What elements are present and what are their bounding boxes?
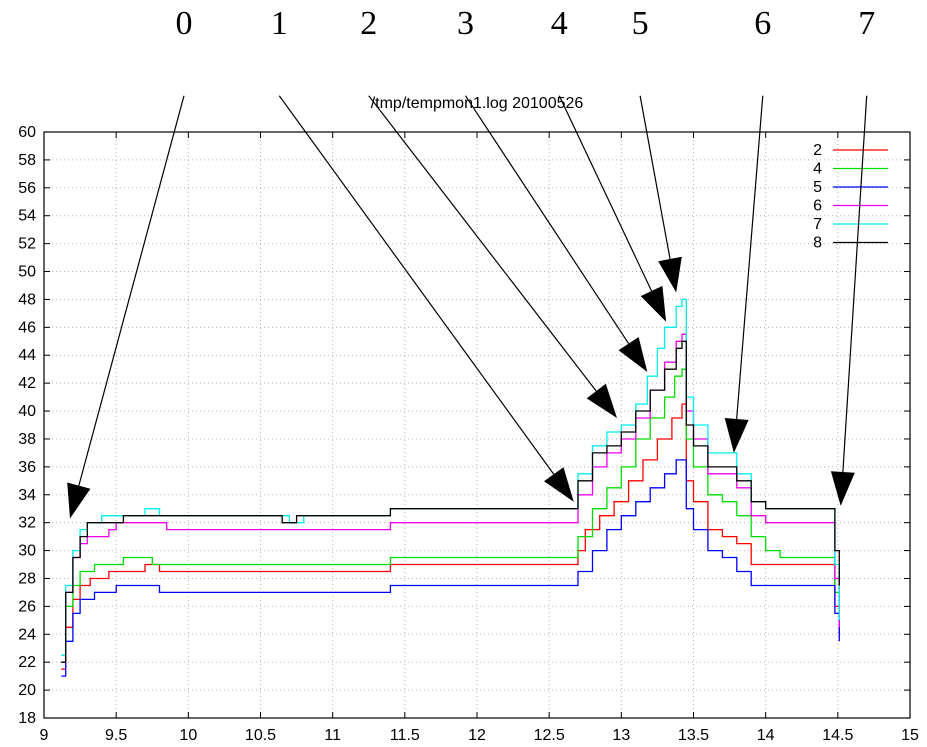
- arrow-shaft-0: [78, 95, 185, 486]
- arrow-shaft-3: [464, 95, 630, 344]
- y-tick-label: 58: [18, 152, 36, 169]
- chart-title: /tmp/tempmon1.log 20100526: [371, 95, 584, 112]
- legend-label-5: 5: [813, 179, 822, 196]
- arrow-head-3: [618, 337, 648, 372]
- legend-label-6: 6: [813, 198, 822, 215]
- arrow-shaft-2: [368, 95, 597, 392]
- x-tick-label: 10.5: [245, 727, 276, 744]
- arrow-head-1: [544, 467, 574, 502]
- x-tick-label: 14: [757, 727, 775, 744]
- legend-label-4: 4: [813, 161, 822, 178]
- arrow-head-4: [640, 285, 667, 322]
- x-tick-label: 11.5: [390, 727, 420, 744]
- arrow-shaft-6: [736, 95, 764, 420]
- y-tick-label: 40: [18, 403, 36, 420]
- y-tick-label: 32: [18, 515, 36, 532]
- x-tick-label: 12.5: [534, 727, 565, 744]
- arrow-head-6: [724, 418, 749, 453]
- x-tick-label: 10: [179, 727, 197, 744]
- y-tick-label: 42: [18, 375, 36, 392]
- series-lines: [61, 298, 840, 677]
- y-tick-label: 28: [18, 570, 36, 587]
- y-tick-label: 52: [18, 236, 36, 253]
- y-tick-label: 20: [18, 682, 36, 699]
- plot-frame: [43, 131, 911, 719]
- arrow-label-0: 0: [176, 5, 193, 42]
- series-line-7: [61, 298, 840, 656]
- arrow-label-6: 6: [754, 5, 771, 42]
- arrow-shaft-1: [278, 95, 555, 475]
- arrow-head-0: [67, 482, 91, 519]
- y-tick-label: 46: [18, 319, 36, 336]
- y-axis-ticks: 1820222426283032343638404244464850525456…: [18, 124, 910, 727]
- arrow-shaft-4: [558, 95, 653, 292]
- legend-label-7: 7: [813, 216, 822, 233]
- y-tick-label: 18: [18, 710, 36, 727]
- arrow-label-5: 5: [632, 5, 649, 42]
- x-tick-label: 14.5: [822, 727, 853, 744]
- y-tick-label: 54: [18, 208, 36, 225]
- series-line-2: [61, 403, 840, 670]
- series-line-5: [61, 459, 840, 677]
- x-tick-label: 13: [612, 727, 630, 744]
- arrow-label-2: 2: [360, 5, 377, 42]
- y-tick-label: 22: [18, 654, 36, 671]
- arrow-label-4: 4: [551, 5, 568, 42]
- y-tick-label: 30: [18, 543, 36, 560]
- series-line-4: [61, 368, 840, 656]
- x-axis-ticks: 9 9.5 10 10.5 11 11.5 12 12.5 13 13.5 14 14.5 15: [40, 132, 919, 744]
- x-tick-label: 12: [468, 727, 486, 744]
- arrow-shaft-7: [842, 95, 868, 473]
- arrow-label-7: 7: [858, 5, 875, 42]
- y-tick-label: 60: [18, 124, 36, 141]
- x-tick-label: 13.5: [678, 727, 709, 744]
- grid: [44, 132, 910, 718]
- y-tick-label: 50: [18, 264, 36, 281]
- y-tick-label: 56: [18, 180, 36, 197]
- arrow-head-2: [586, 383, 617, 418]
- y-tick-label: 24: [18, 626, 36, 643]
- x-tick-label: 11: [324, 727, 341, 744]
- y-tick-label: 34: [18, 487, 36, 504]
- arrow-label-1: 1: [271, 5, 288, 42]
- series-line-8: [61, 340, 840, 663]
- y-tick-label: 48: [18, 291, 36, 308]
- x-tick-label: 9.5: [105, 727, 127, 744]
- arrow-shaft-5: [639, 95, 671, 260]
- legend-label-8: 8: [813, 235, 822, 252]
- x-tick-label: 15: [901, 727, 919, 744]
- series-line-6: [61, 333, 840, 663]
- y-tick-label: 44: [18, 347, 36, 364]
- arrow-label-3: 3: [457, 5, 474, 42]
- arrow-head-7: [830, 471, 855, 506]
- legend-label-2: 2: [813, 142, 822, 159]
- y-tick-label: 38: [18, 431, 36, 448]
- x-tick-label: 9: [40, 727, 49, 744]
- y-tick-label: 36: [18, 459, 36, 476]
- arrow-head-5: [658, 256, 682, 293]
- legend: 2 45 67 8: [813, 142, 888, 252]
- y-tick-label: 26: [18, 598, 36, 615]
